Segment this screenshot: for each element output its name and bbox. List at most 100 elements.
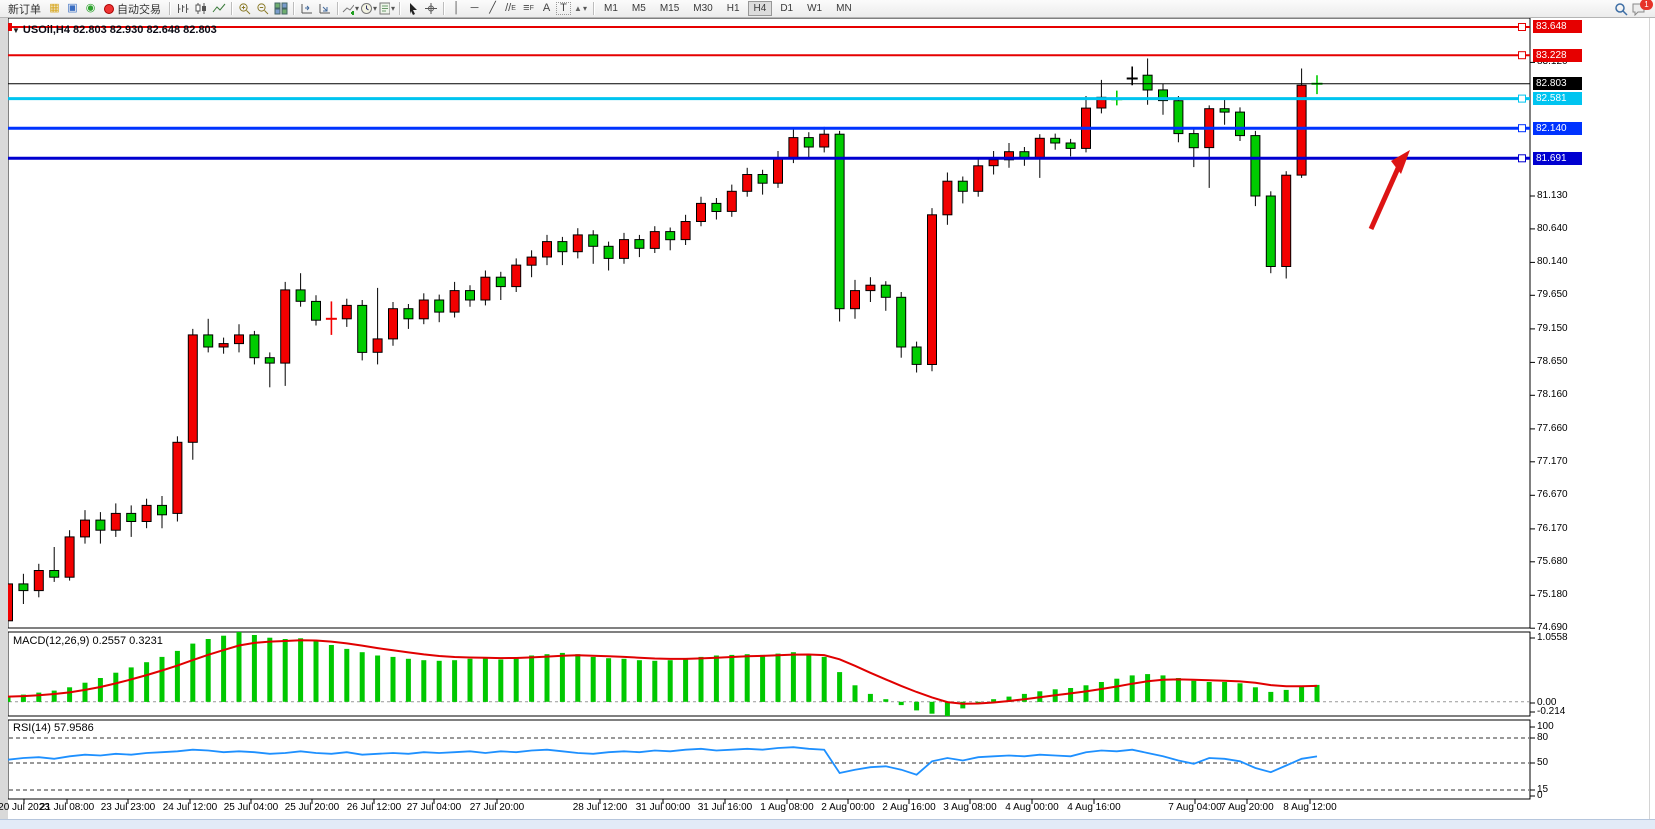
macd-bar bbox=[328, 645, 334, 702]
chart-shift-icon[interactable] bbox=[316, 1, 333, 16]
candle-body bbox=[558, 242, 567, 252]
macd-bar bbox=[914, 701, 920, 711]
candle-body bbox=[573, 235, 582, 252]
time-axis-label: 26 Jul 12:00 bbox=[346, 802, 402, 813]
macd-bar bbox=[790, 652, 796, 702]
candle-body bbox=[774, 158, 783, 184]
timeframe-D1[interactable]: D1 bbox=[780, 3, 794, 14]
rsi-scale-label: 80 bbox=[1537, 732, 1549, 743]
macd-bar bbox=[236, 632, 242, 702]
macd-bar bbox=[36, 692, 42, 702]
candle-body bbox=[650, 232, 659, 249]
symbol-dropdown-icon[interactable]: ▼ bbox=[12, 26, 20, 35]
signals-icon[interactable]: ◉ bbox=[85, 2, 96, 14]
toolbar-separator bbox=[337, 2, 338, 15]
macd-bar bbox=[452, 660, 458, 702]
timeframe-M15[interactable]: M15 bbox=[659, 3, 680, 14]
timeframe-MN[interactable]: MN bbox=[836, 3, 852, 14]
trendline-tool-icon[interactable]: ╱ bbox=[489, 2, 496, 14]
macd-bar bbox=[359, 652, 365, 702]
macd-bar bbox=[1299, 686, 1305, 702]
candle-body bbox=[512, 265, 521, 287]
time-axis-label: 28 Jul 12:00 bbox=[572, 802, 628, 813]
horizontal-line-tool-icon[interactable]: ─ bbox=[470, 2, 479, 14]
macd-bar bbox=[898, 701, 904, 706]
channel-tool-icon[interactable]: //E bbox=[502, 1, 519, 16]
label-tool-icon[interactable]: T bbox=[556, 2, 571, 15]
auto-scroll-icon[interactable] bbox=[298, 1, 315, 16]
text-tool-icon[interactable]: A bbox=[542, 2, 551, 14]
price-tick-label: 80.640 bbox=[1537, 222, 1568, 234]
macd-bar bbox=[1283, 689, 1289, 702]
template-icon[interactable]: ▾ bbox=[378, 1, 395, 16]
candle-body bbox=[127, 513, 136, 521]
price-level-label-83.648[interactable]: 83.648 bbox=[1533, 20, 1582, 34]
candle-body bbox=[435, 300, 444, 312]
zoom-in-icon[interactable] bbox=[236, 1, 253, 16]
vertical-line-tool-icon[interactable]: │ bbox=[453, 2, 460, 14]
time-axis-label: 2 Aug 16:00 bbox=[882, 802, 936, 813]
line-handle bbox=[1518, 23, 1526, 31]
candle-body bbox=[820, 134, 829, 147]
timeframe-H4[interactable]: H4 bbox=[747, 1, 773, 16]
fibonacci-tool-icon[interactable]: ≡ F bbox=[520, 1, 537, 16]
candle-body bbox=[419, 300, 428, 319]
line-chart-icon[interactable] bbox=[210, 1, 227, 16]
candle-body bbox=[373, 339, 382, 352]
autotrade-button[interactable]: 自动交易 bbox=[100, 1, 165, 17]
new-order-button[interactable]: 新订单 bbox=[4, 1, 45, 17]
macd-bar bbox=[775, 653, 781, 702]
price-tick-label: 75.180 bbox=[1537, 589, 1568, 601]
trend-arrow-annotation[interactable] bbox=[1368, 150, 1410, 231]
tile-windows-icon[interactable] bbox=[272, 1, 289, 16]
candle-body bbox=[543, 242, 552, 257]
macd-bar bbox=[975, 701, 981, 704]
autotrade-status-icon bbox=[104, 3, 114, 14]
candle-body bbox=[635, 240, 644, 249]
macd-scale-label: 0.00 bbox=[1537, 697, 1557, 708]
candle-body bbox=[697, 203, 706, 221]
price-level-label-81.691[interactable]: 81.691 bbox=[1533, 151, 1582, 165]
candle-body bbox=[989, 160, 998, 166]
candle-body bbox=[188, 335, 197, 442]
search-icon[interactable] bbox=[1613, 1, 1630, 16]
macd-bar bbox=[421, 660, 427, 702]
cursor-icon[interactable] bbox=[404, 1, 421, 16]
price-level-label-83.228[interactable]: 83.228 bbox=[1533, 48, 1582, 62]
time-axis-label: 27 Jul 04:00 bbox=[406, 802, 462, 813]
line-handle bbox=[1518, 154, 1526, 163]
price-tick-label: 77.660 bbox=[1537, 422, 1568, 434]
bar-chart-icon[interactable] bbox=[174, 1, 191, 16]
candle-body bbox=[1282, 175, 1291, 266]
toolbar-separator bbox=[231, 2, 232, 15]
notification-badge: 1 bbox=[1640, 0, 1653, 10]
candlestick-icon[interactable] bbox=[192, 1, 209, 16]
candle-body bbox=[296, 290, 305, 301]
timeframe-W1[interactable]: W1 bbox=[807, 3, 823, 14]
time-axis-label: 31 Jul 16:00 bbox=[697, 802, 753, 813]
macd-bar bbox=[991, 699, 997, 702]
macd-bar bbox=[1268, 691, 1274, 702]
timeframe-M5[interactable]: M5 bbox=[631, 3, 646, 14]
macd-bar bbox=[205, 639, 211, 702]
crosshair-icon[interactable] bbox=[422, 1, 439, 16]
price-level-label-82.140[interactable]: 82.140 bbox=[1533, 121, 1582, 135]
timeframe-clock-icon[interactable]: ▾ bbox=[360, 1, 377, 16]
market-watch-icon[interactable]: ▦ bbox=[49, 2, 60, 14]
timeframe-H1[interactable]: H1 bbox=[726, 3, 740, 14]
timeframe-M1[interactable]: M1 bbox=[604, 3, 618, 14]
macd-bar bbox=[606, 658, 612, 702]
timeframe-M30[interactable]: M30 bbox=[693, 3, 713, 14]
zoom-out-icon[interactable] bbox=[254, 1, 271, 16]
price-level-label-82.803[interactable]: 82.803 bbox=[1533, 77, 1582, 91]
candle-body bbox=[466, 291, 475, 300]
add-indicator-icon[interactable]: ▾ bbox=[342, 1, 359, 16]
navigator-icon[interactable]: ▣ bbox=[67, 2, 78, 14]
notifications-icon[interactable]: 1 bbox=[1631, 0, 1653, 17]
rsi-scale-label: 100 bbox=[1537, 721, 1554, 732]
candle-body bbox=[1143, 75, 1152, 90]
price-level-label-82.581[interactable]: 82.581 bbox=[1533, 92, 1582, 106]
shapes-tool-icon[interactable]: ▲ ▾ bbox=[572, 1, 589, 16]
macd-bar bbox=[144, 662, 150, 702]
